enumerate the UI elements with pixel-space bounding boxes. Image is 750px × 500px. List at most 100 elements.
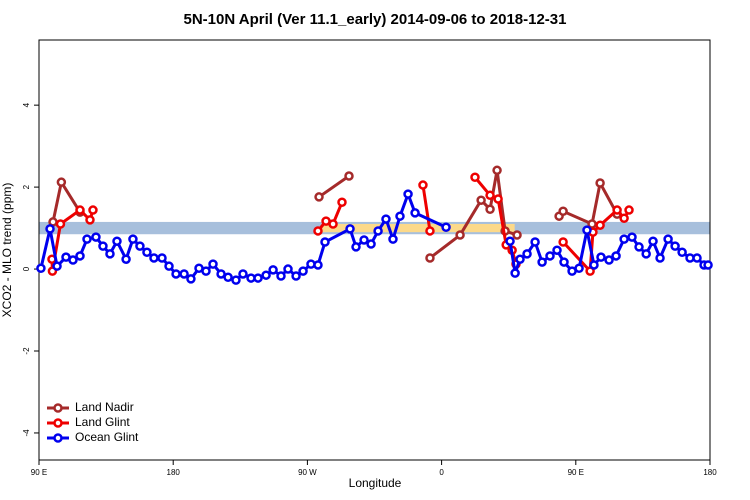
point	[648, 236, 658, 246]
point	[98, 241, 108, 251]
point	[522, 249, 532, 259]
point	[677, 247, 687, 258]
point	[492, 165, 502, 176]
point	[582, 225, 592, 235]
point	[559, 257, 569, 267]
point	[223, 272, 233, 282]
point	[537, 257, 547, 267]
series-line	[39, 189, 447, 282]
point	[142, 247, 152, 258]
point	[595, 178, 605, 188]
point	[493, 194, 503, 204]
point	[425, 226, 435, 236]
point	[403, 189, 413, 199]
point	[351, 242, 361, 252]
point	[186, 274, 196, 284]
point	[441, 222, 451, 233]
series-line	[318, 174, 350, 199]
point	[388, 234, 398, 244]
y-tick-label: -4	[22, 429, 31, 437]
point	[88, 205, 98, 215]
point	[344, 171, 354, 181]
legend-marker	[53, 418, 63, 428]
plot-frame	[38, 39, 711, 461]
x-tick-label: 180	[703, 468, 717, 477]
point	[149, 253, 159, 263]
point	[216, 269, 226, 279]
point	[663, 234, 673, 244]
point	[298, 266, 308, 276]
point	[595, 220, 605, 230]
point	[692, 253, 702, 263]
point	[85, 215, 95, 225]
point	[320, 237, 330, 247]
point	[611, 251, 621, 261]
point	[313, 226, 323, 236]
point	[36, 263, 46, 273]
point	[545, 251, 555, 261]
point	[253, 273, 263, 283]
point	[366, 239, 376, 249]
point	[268, 265, 278, 275]
point	[208, 259, 218, 269]
point	[52, 261, 62, 271]
x-tick-label: 90 E	[31, 468, 47, 477]
point	[485, 190, 495, 201]
legend-marker	[53, 403, 63, 413]
legend-marker	[53, 433, 63, 443]
point	[82, 234, 92, 244]
point	[410, 208, 420, 218]
y-tick-label: 0	[22, 266, 31, 271]
point	[515, 254, 525, 264]
point	[703, 260, 713, 270]
point	[558, 206, 568, 217]
point	[455, 230, 465, 240]
point	[634, 242, 644, 252]
legend-label: Land Nadir	[75, 400, 134, 414]
point	[596, 252, 606, 262]
point	[627, 232, 637, 242]
point	[655, 253, 665, 263]
x-tick-label: 180	[167, 468, 181, 477]
point	[505, 236, 515, 246]
point	[231, 275, 241, 285]
point	[121, 254, 131, 264]
series-line	[51, 178, 82, 223]
y-tick-label: -2	[22, 347, 31, 355]
point	[612, 205, 622, 215]
point	[157, 253, 167, 263]
point	[512, 230, 522, 240]
point	[128, 234, 138, 244]
x-tick-label: 90 W	[298, 468, 317, 477]
point	[476, 195, 486, 205]
point	[510, 268, 520, 278]
point	[418, 180, 428, 190]
point	[485, 204, 495, 214]
legend-label: Ocean Glint	[75, 430, 139, 444]
point	[470, 172, 480, 183]
point	[345, 224, 355, 234]
point	[395, 211, 405, 221]
point	[75, 251, 85, 261]
point	[328, 219, 338, 229]
point	[276, 271, 286, 281]
point	[558, 237, 568, 247]
point	[641, 249, 651, 259]
point	[530, 237, 540, 247]
point	[112, 236, 122, 246]
point	[313, 260, 323, 270]
point	[171, 269, 181, 279]
point	[624, 205, 634, 215]
point	[261, 270, 271, 280]
point	[381, 214, 391, 224]
point	[283, 264, 293, 274]
point	[105, 249, 115, 259]
point	[619, 213, 629, 223]
legend-label: Land Glint	[75, 415, 130, 429]
point	[604, 255, 614, 265]
point	[164, 261, 174, 271]
point	[291, 271, 301, 281]
point	[574, 263, 584, 273]
y-axis-title: XCO2 - MLO trend (ppm)	[0, 183, 14, 318]
